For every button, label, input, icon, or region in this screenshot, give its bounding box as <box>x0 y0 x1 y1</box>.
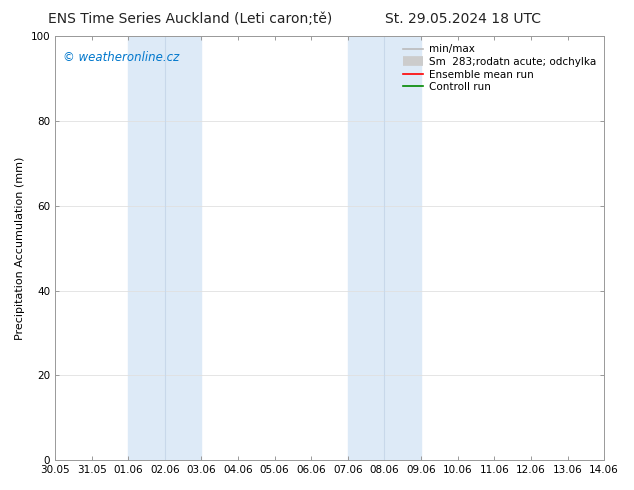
Text: © weatheronline.cz: © weatheronline.cz <box>63 51 179 64</box>
Y-axis label: Precipitation Accumulation (mm): Precipitation Accumulation (mm) <box>15 156 25 340</box>
Text: ENS Time Series Auckland (Leti caron;tě): ENS Time Series Auckland (Leti caron;tě) <box>48 12 332 26</box>
Text: St. 29.05.2024 18 UTC: St. 29.05.2024 18 UTC <box>385 12 541 26</box>
Bar <box>128 36 202 460</box>
Legend: min/max, Sm  283;rodatn acute; odchylka, Ensemble mean run, Controll run: min/max, Sm 283;rodatn acute; odchylka, … <box>399 41 599 96</box>
Bar <box>348 36 421 460</box>
